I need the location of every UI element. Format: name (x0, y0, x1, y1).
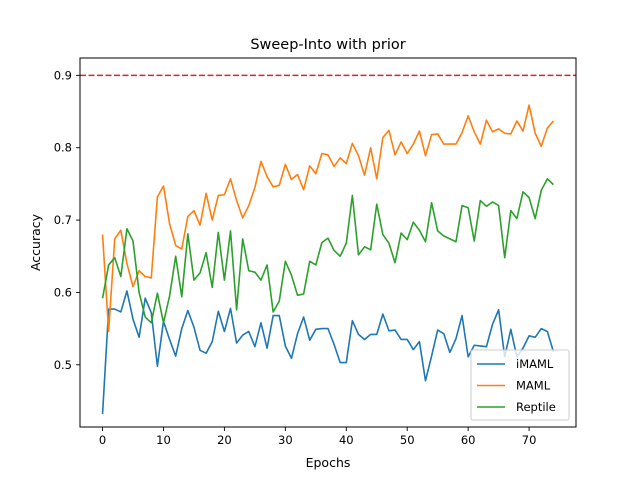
y-tick-label: 0.8 (54, 141, 72, 155)
x-tick-label: 50 (400, 433, 415, 447)
y-tick-label: 0.7 (54, 213, 72, 227)
legend-label-maml: MAML (516, 379, 551, 393)
legend-box (470, 349, 570, 421)
legend-label-imaml: iMAML (516, 357, 554, 371)
series-line-reptile (101, 178, 555, 324)
y-tick-label: 0.9 (54, 68, 72, 82)
y-axis-label: Accuracy (28, 213, 43, 271)
x-tick-label: 40 (339, 433, 354, 447)
x-axis-label: Epochs (306, 455, 351, 470)
legend: iMAML MAML Reptile (470, 349, 570, 421)
series-line-maml (101, 104, 555, 333)
chart-title: Sweep-Into with prior (250, 37, 405, 53)
x-axis-ticks: 0 10 20 30 40 50 60 70 (99, 427, 537, 447)
plot-area (80, 74, 576, 415)
legend-label-reptile: Reptile (516, 400, 556, 414)
x-tick-label: 60 (461, 433, 476, 447)
x-tick-label: 30 (278, 433, 293, 447)
series-line-imaml (101, 290, 555, 415)
y-tick-label: 0.6 (54, 285, 72, 299)
y-tick-label: 0.5 (54, 358, 72, 372)
axes-frame (79, 57, 577, 428)
x-tick-label: 20 (217, 433, 232, 447)
x-tick-label: 70 (522, 433, 537, 447)
y-axis-ticks: 0.5 0.6 0.7 0.8 0.9 (54, 68, 80, 372)
x-tick-label: 0 (99, 433, 106, 447)
x-tick-label: 10 (156, 433, 171, 447)
